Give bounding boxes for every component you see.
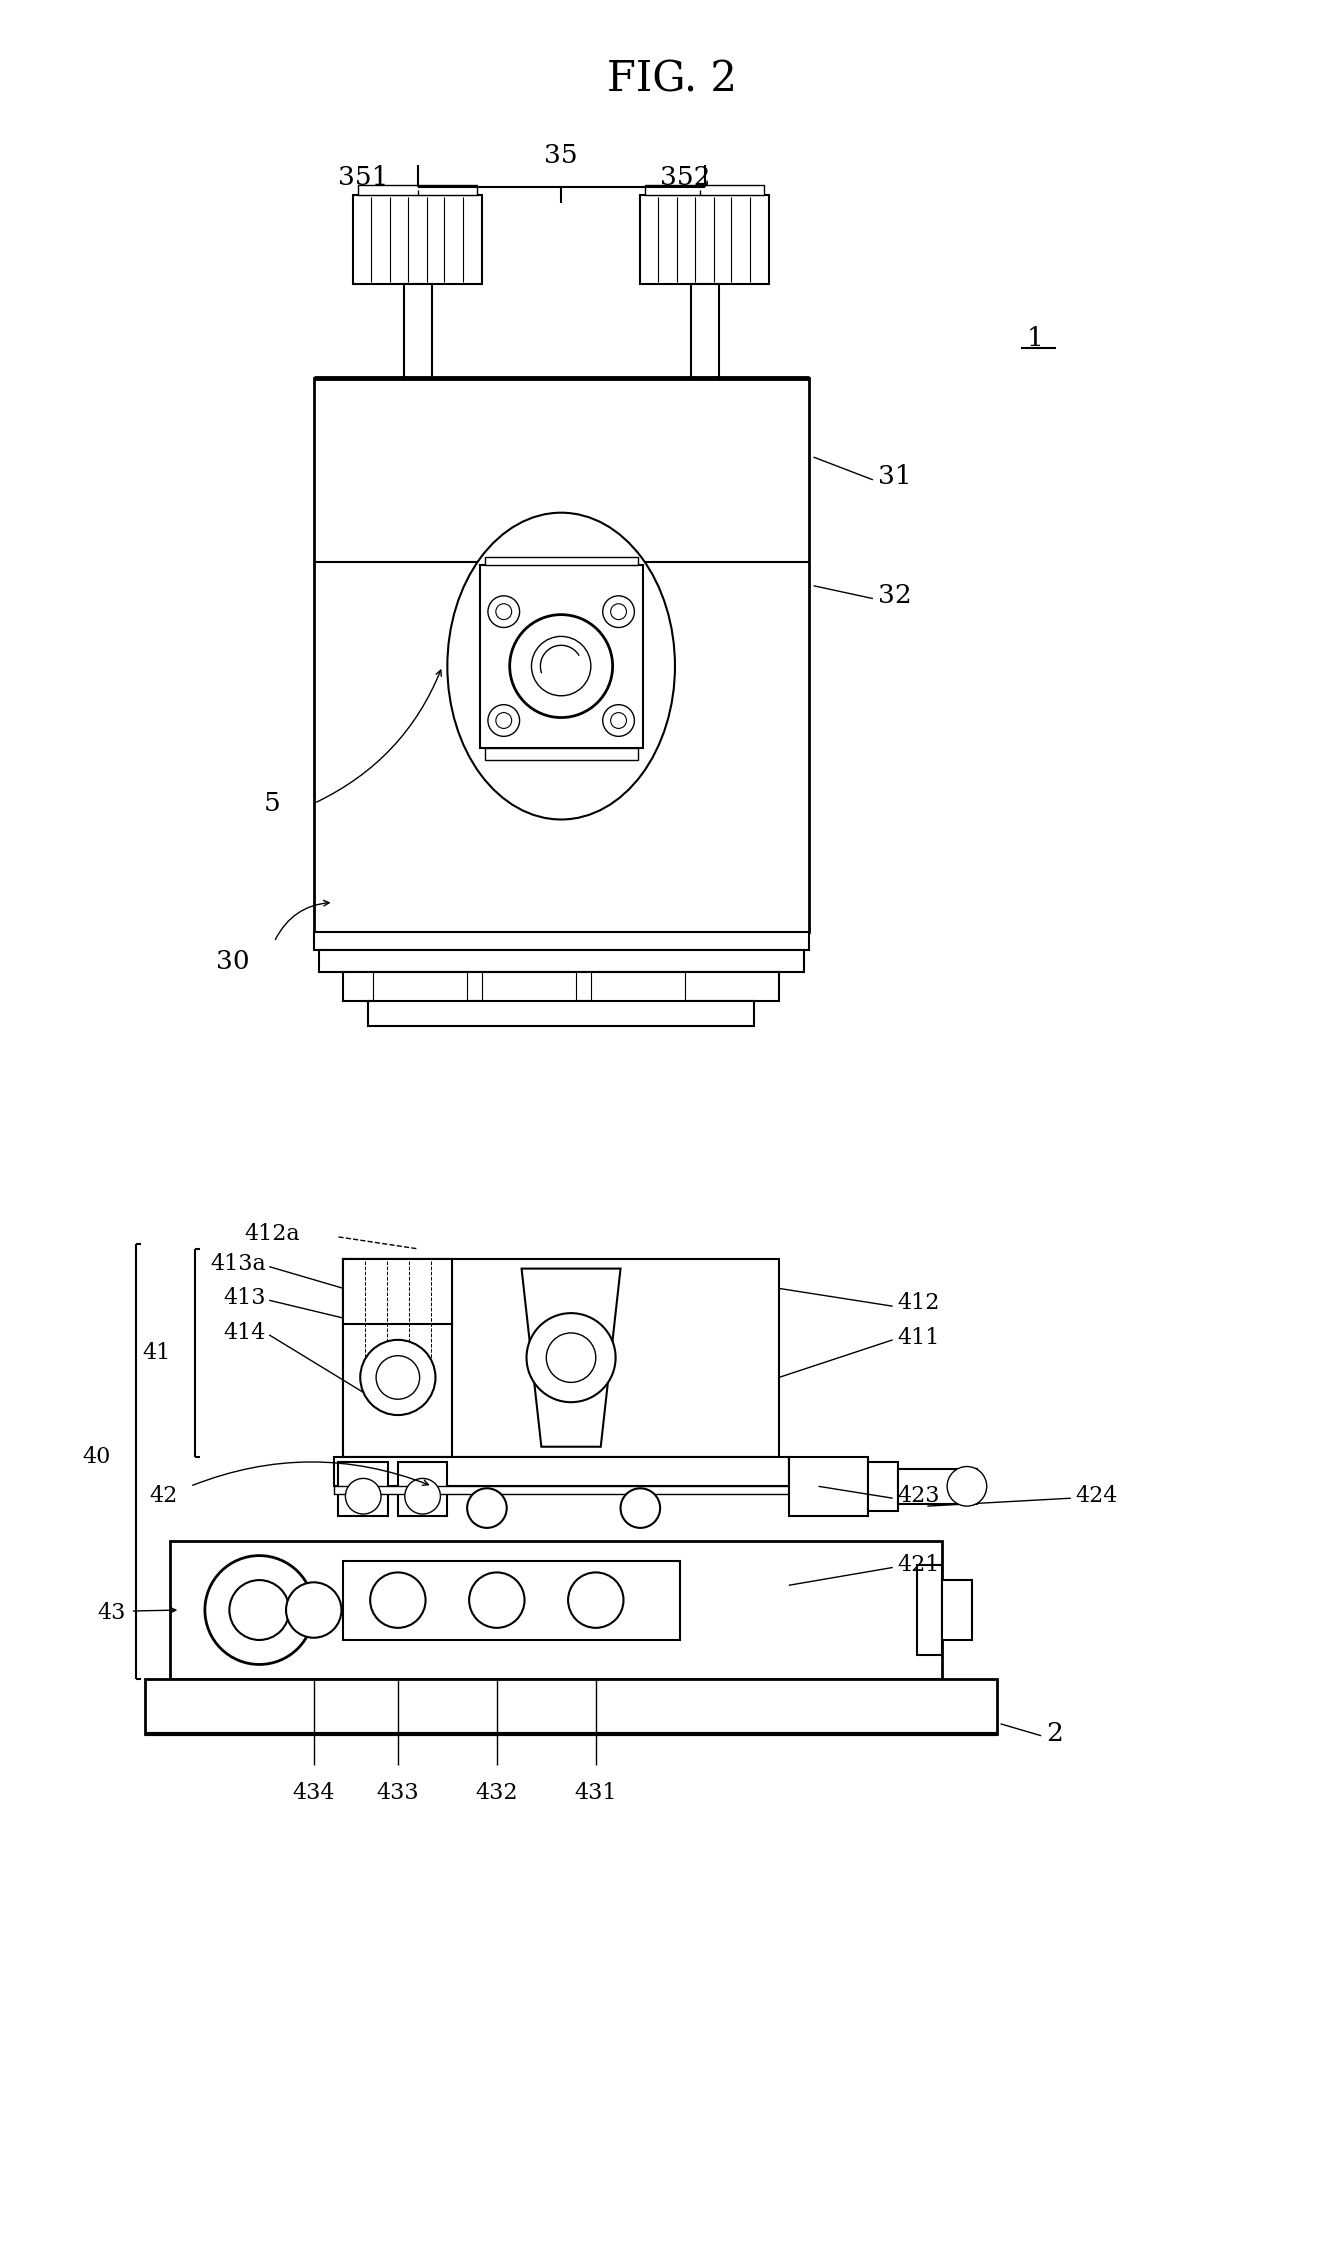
Text: 432: 432 [476, 1783, 517, 1803]
Circle shape [204, 1556, 313, 1665]
Text: 42: 42 [149, 1486, 177, 1508]
Bar [333, 1456, 789, 1486]
Bar [789, 1456, 868, 1515]
Bar [353, 195, 482, 284]
Text: 41: 41 [142, 1343, 171, 1363]
Bar [898, 1467, 977, 1504]
Circle shape [531, 637, 591, 696]
Bar [485, 748, 638, 760]
Text: 411: 411 [898, 1327, 939, 1349]
Text: 31: 31 [878, 465, 911, 490]
Circle shape [469, 1572, 524, 1628]
Text: 413a: 413a [211, 1252, 266, 1275]
Circle shape [569, 1572, 624, 1628]
Circle shape [360, 1340, 435, 1415]
Circle shape [546, 1334, 595, 1383]
Bar [344, 1560, 680, 1640]
Bar [482, 971, 577, 1002]
Text: 433: 433 [376, 1783, 419, 1803]
Text: 412: 412 [898, 1293, 939, 1313]
Text: 40: 40 [82, 1445, 110, 1467]
Text: 352: 352 [660, 166, 710, 191]
Bar [359, 186, 477, 195]
Circle shape [488, 705, 520, 737]
Text: 30: 30 [216, 950, 250, 975]
Circle shape [345, 1479, 382, 1515]
Circle shape [610, 712, 626, 728]
Text: 351: 351 [339, 166, 388, 191]
Bar [171, 1540, 942, 1678]
Bar [339, 1461, 388, 1515]
Bar [368, 1002, 754, 1025]
Bar [344, 1259, 453, 1456]
Circle shape [286, 1583, 341, 1637]
Bar [319, 950, 804, 971]
Bar [591, 971, 685, 1002]
Bar [344, 1259, 453, 1325]
Text: 35: 35 [544, 143, 578, 168]
Polygon shape [521, 1268, 621, 1447]
Bar [374, 971, 468, 1002]
Bar [403, 284, 431, 379]
Circle shape [405, 1479, 441, 1515]
Circle shape [468, 1488, 507, 1529]
Circle shape [610, 603, 626, 619]
Text: 43: 43 [97, 1601, 126, 1624]
Text: 421: 421 [898, 1554, 939, 1576]
Text: 2: 2 [1046, 1721, 1063, 1746]
Bar [480, 565, 644, 748]
Bar [918, 1565, 942, 1656]
Bar [640, 195, 769, 284]
Ellipse shape [448, 513, 675, 819]
Circle shape [948, 1467, 986, 1506]
Circle shape [488, 596, 520, 628]
Circle shape [370, 1572, 426, 1628]
Text: 5: 5 [263, 792, 281, 816]
Circle shape [602, 596, 634, 628]
Circle shape [496, 603, 512, 619]
Bar [145, 1678, 997, 1733]
Circle shape [496, 712, 512, 728]
Circle shape [230, 1581, 289, 1640]
Text: 431: 431 [574, 1783, 617, 1803]
Bar [313, 932, 809, 950]
Text: 32: 32 [878, 583, 911, 608]
Text: 413: 413 [223, 1288, 266, 1309]
Bar [333, 1486, 789, 1495]
Text: 434: 434 [293, 1783, 335, 1803]
Circle shape [527, 1313, 616, 1402]
Bar [691, 284, 719, 379]
Circle shape [602, 705, 634, 737]
Text: 423: 423 [898, 1486, 941, 1508]
Text: 424: 424 [1075, 1486, 1118, 1508]
Circle shape [621, 1488, 660, 1529]
Bar [485, 558, 638, 565]
Bar [942, 1581, 972, 1640]
Circle shape [376, 1356, 419, 1399]
Bar [313, 379, 809, 932]
Text: 414: 414 [224, 1322, 266, 1345]
Bar [868, 1461, 898, 1510]
Bar [344, 971, 780, 1002]
Text: FIG. 2: FIG. 2 [607, 59, 737, 100]
Text: 412a: 412a [245, 1222, 300, 1245]
Bar [344, 1259, 780, 1456]
Bar [645, 186, 763, 195]
Circle shape [509, 615, 613, 717]
Text: 1: 1 [1027, 327, 1043, 352]
Bar [398, 1461, 448, 1515]
